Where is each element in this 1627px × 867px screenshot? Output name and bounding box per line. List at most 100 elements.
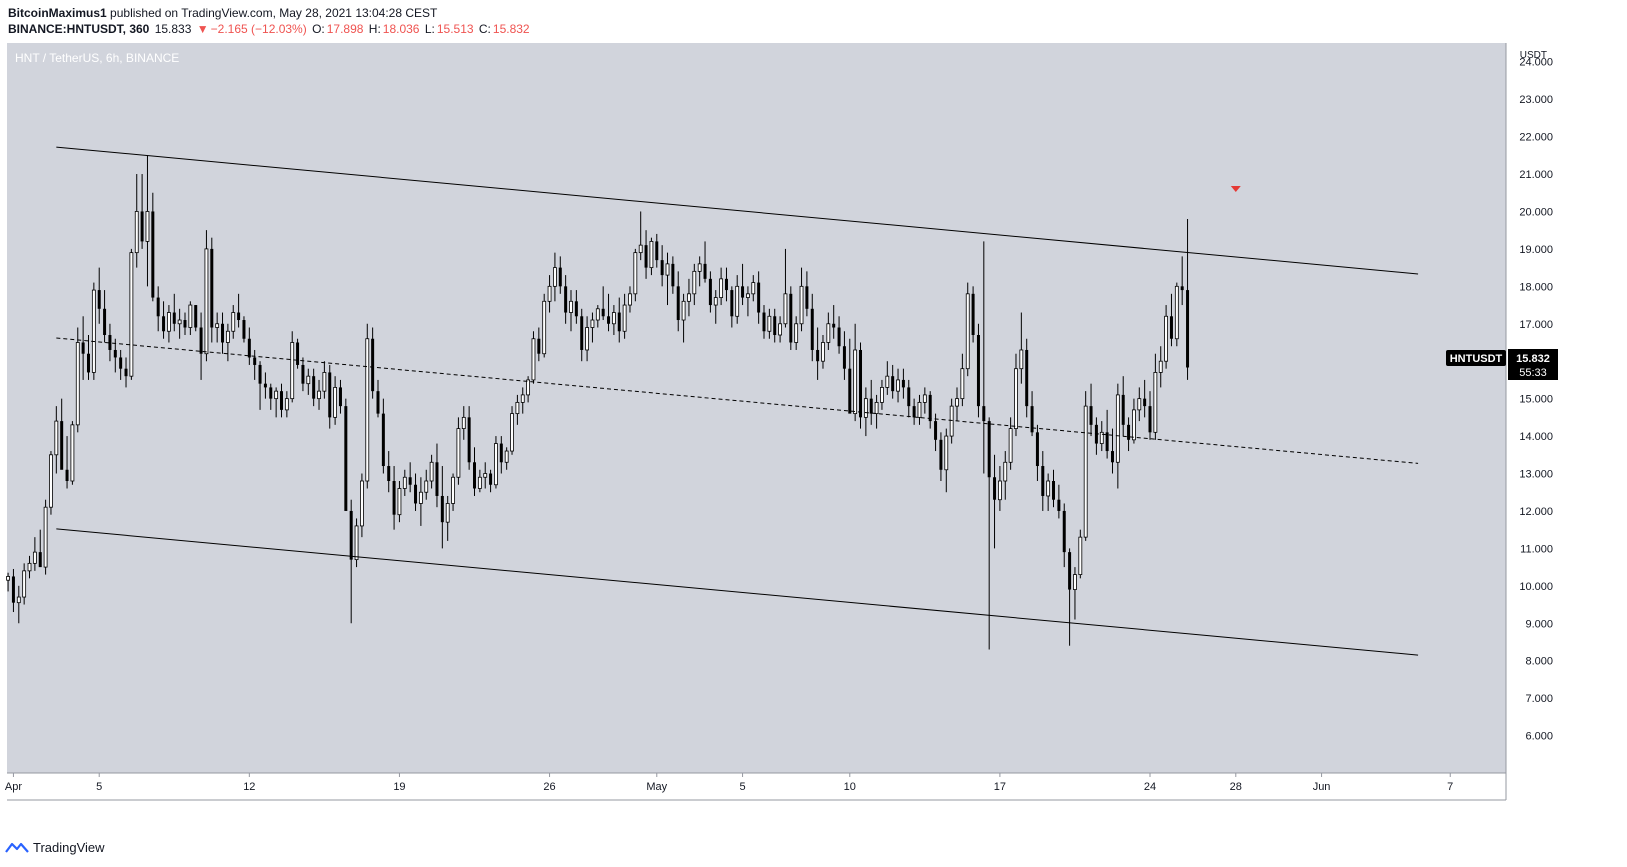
candle (103, 290, 107, 343)
candle-body (11, 576, 15, 603)
price-tag-symbol: HNTUSDT (1450, 353, 1503, 365)
candle (1132, 398, 1136, 444)
candle-body (381, 413, 385, 467)
candle (1073, 567, 1077, 620)
candle-body (1014, 368, 1018, 429)
candle (113, 338, 117, 373)
candle (494, 436, 498, 489)
candle-body (564, 286, 568, 313)
candle (429, 454, 434, 489)
candle (365, 323, 370, 489)
candle-body (526, 379, 531, 396)
candle (108, 323, 112, 362)
price-tick-label: 20.000 (1519, 206, 1553, 218)
candle-body (703, 263, 707, 279)
candle-body (1099, 431, 1104, 444)
candle (306, 368, 311, 395)
candle-body (456, 428, 461, 478)
plot-area[interactable] (7, 43, 1506, 773)
candle-body (301, 364, 305, 384)
candle (912, 398, 916, 425)
candle (553, 252, 557, 302)
candle-body (547, 285, 552, 302)
candle-body (371, 338, 375, 392)
candle-body (628, 293, 632, 306)
candle (558, 256, 562, 294)
candle-body (665, 263, 670, 276)
tradingview-footer[interactable]: TradingView (5, 837, 105, 857)
candle (418, 477, 423, 526)
candle (461, 406, 466, 440)
candle (515, 394, 520, 425)
candle (805, 271, 809, 317)
candle-body (451, 476, 455, 504)
candle-body (917, 401, 922, 418)
candle (896, 368, 900, 403)
candle-body (719, 278, 724, 298)
candle-body (901, 379, 905, 388)
candle (1083, 391, 1088, 541)
candle (617, 297, 621, 343)
candle-body (204, 248, 209, 355)
candle (842, 331, 846, 380)
candle (1057, 484, 1061, 519)
candle-body (607, 316, 611, 324)
candle-body (210, 248, 214, 328)
candle-body (253, 357, 257, 365)
candle (247, 327, 251, 365)
candle (237, 293, 241, 328)
candle (338, 379, 342, 414)
price-tick-label: 19.000 (1519, 244, 1553, 256)
candle (472, 447, 476, 496)
candle (70, 421, 75, 485)
candle (982, 241, 986, 474)
author-name[interactable]: BitcoinMaximus1 (8, 6, 107, 20)
candle-body (151, 211, 155, 298)
price-axis[interactable]: 6.000 7.000 8.000 9.000 10.000 11.000 12.000 13… (1519, 50, 1553, 743)
price-tick-label: 17.000 (1519, 319, 1553, 331)
candle-body (741, 286, 745, 298)
candle (611, 305, 616, 335)
candle-body (97, 290, 101, 309)
candle-body (799, 285, 804, 325)
price-chart[interactable]: HNT / TetherUS, 6h, BINANCE 6.000 7.000 8.… (0, 0, 1627, 835)
symbol-interval: BINANCE:HNTUSDT, 360 (8, 22, 150, 36)
price-tag-box (1508, 349, 1558, 380)
candle-body (880, 387, 884, 403)
candle-body (81, 342, 85, 354)
low-label: L: (424, 22, 435, 36)
candle (1121, 376, 1125, 437)
candle (692, 263, 697, 306)
candle-body (32, 551, 37, 564)
time-axis[interactable]: Apr 5 12 19 26 May 5 10 17 24 28 Jun 7 (5, 773, 1453, 793)
candle-body (869, 398, 873, 414)
candle (531, 331, 536, 384)
candle-body (767, 315, 772, 332)
candle-body (387, 466, 391, 481)
candle (1089, 383, 1093, 437)
candle (595, 305, 600, 328)
candle (242, 316, 246, 343)
candle (414, 473, 418, 511)
candle-body (794, 323, 799, 343)
candle (317, 379, 321, 410)
price-tick-label: 11.000 (1520, 543, 1553, 555)
candle-body (960, 368, 965, 400)
candle (210, 237, 214, 343)
candle-body (859, 349, 863, 418)
candle-body (826, 323, 831, 343)
candle (633, 248, 638, 302)
candle-body (1153, 372, 1158, 433)
candle-body (783, 293, 788, 325)
candle-body (837, 327, 841, 347)
candle (1062, 503, 1066, 568)
candle (322, 361, 327, 399)
candle-body (467, 417, 471, 463)
candle (1078, 529, 1083, 579)
time-tick-label: 26 (543, 781, 555, 793)
candle (1164, 305, 1168, 369)
candle (156, 286, 160, 332)
candle (215, 312, 220, 343)
candle (735, 275, 740, 324)
candle (60, 398, 64, 470)
